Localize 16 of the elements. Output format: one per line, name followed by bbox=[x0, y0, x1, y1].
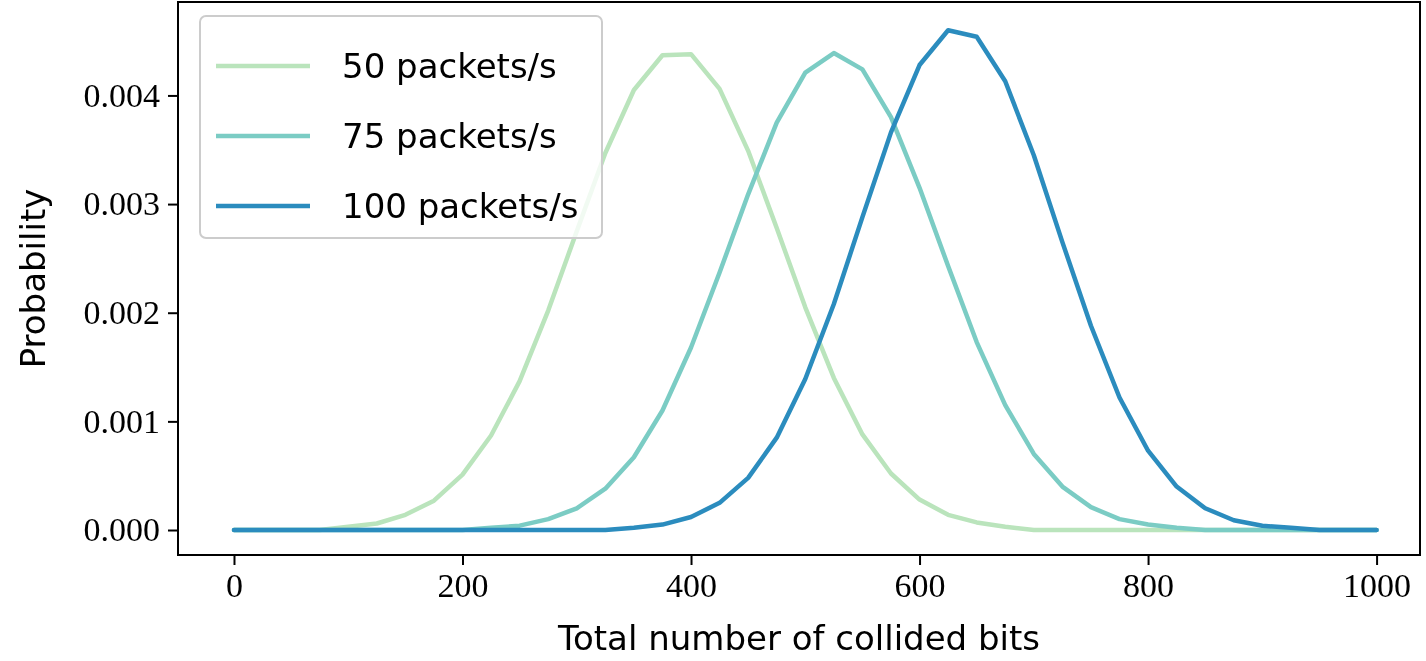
x-tick-label: 800 bbox=[1123, 567, 1175, 605]
x-tick-label: 200 bbox=[437, 567, 489, 605]
x-tick-label: 400 bbox=[666, 567, 718, 605]
y-axis-title: Probability bbox=[13, 188, 53, 369]
y-tick-label: 0.004 bbox=[83, 76, 160, 114]
y-tick-label: 0.000 bbox=[83, 511, 160, 549]
x-tick-label: 0 bbox=[225, 567, 243, 605]
x-tick-label: 600 bbox=[894, 567, 946, 605]
legend-label: 75 packets/s bbox=[342, 116, 557, 156]
legend-label: 50 packets/s bbox=[342, 46, 557, 86]
x-tick-label: 1000 bbox=[1343, 567, 1412, 605]
legend-label: 100 packets/s bbox=[342, 186, 579, 226]
y-tick-label: 0.001 bbox=[83, 402, 160, 440]
y-tick-label: 0.002 bbox=[83, 294, 160, 332]
x-axis-title: Total number of collided bits bbox=[556, 618, 1041, 658]
y-tick-label: 0.003 bbox=[83, 185, 160, 223]
